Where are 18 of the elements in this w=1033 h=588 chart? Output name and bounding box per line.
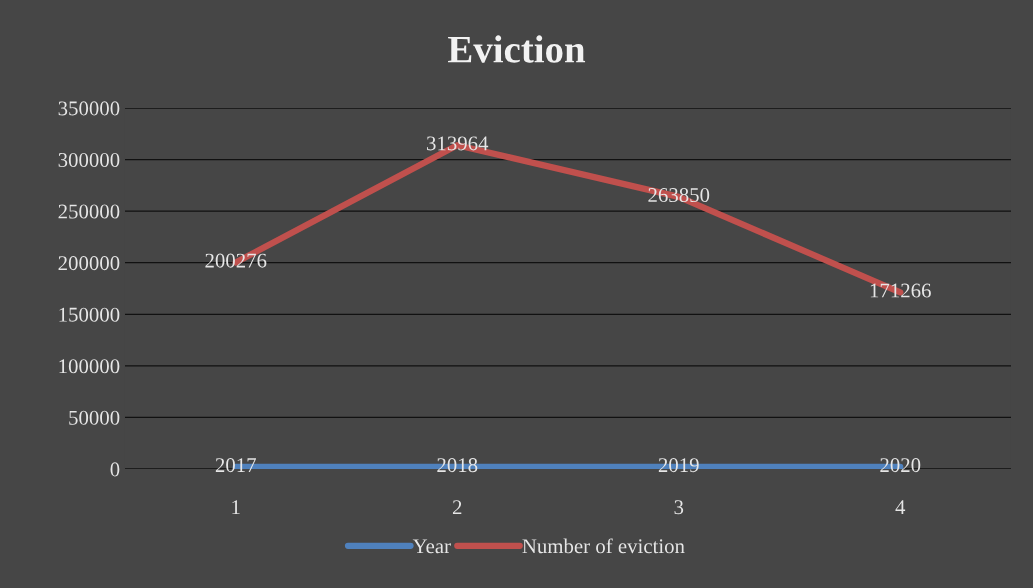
- chart-title: Eviction: [448, 35, 586, 63]
- y-tick-label: 250000: [58, 204, 120, 219]
- y-tick-label: 0: [110, 462, 120, 477]
- y-tick-label: 350000: [58, 101, 120, 116]
- x-tick-label: 1: [232, 500, 240, 515]
- data-label: 2017: [215, 458, 256, 473]
- x-tick-label: 3: [674, 500, 684, 515]
- data-label: 313964: [427, 136, 489, 151]
- x-tick-label: 2: [452, 500, 462, 515]
- legend-label: Number of eviction: [522, 538, 685, 554]
- data-label: 2020: [880, 458, 921, 473]
- y-tick-label: 100000: [59, 359, 120, 374]
- y-tick-label: 150000: [59, 307, 120, 322]
- y-tick-label: 300000: [58, 152, 120, 167]
- y-tick-label: 50000: [69, 410, 120, 425]
- legend-label: Year: [412, 539, 451, 554]
- x-tick-label: 4: [895, 500, 906, 515]
- y-tick-label: 200000: [58, 256, 120, 271]
